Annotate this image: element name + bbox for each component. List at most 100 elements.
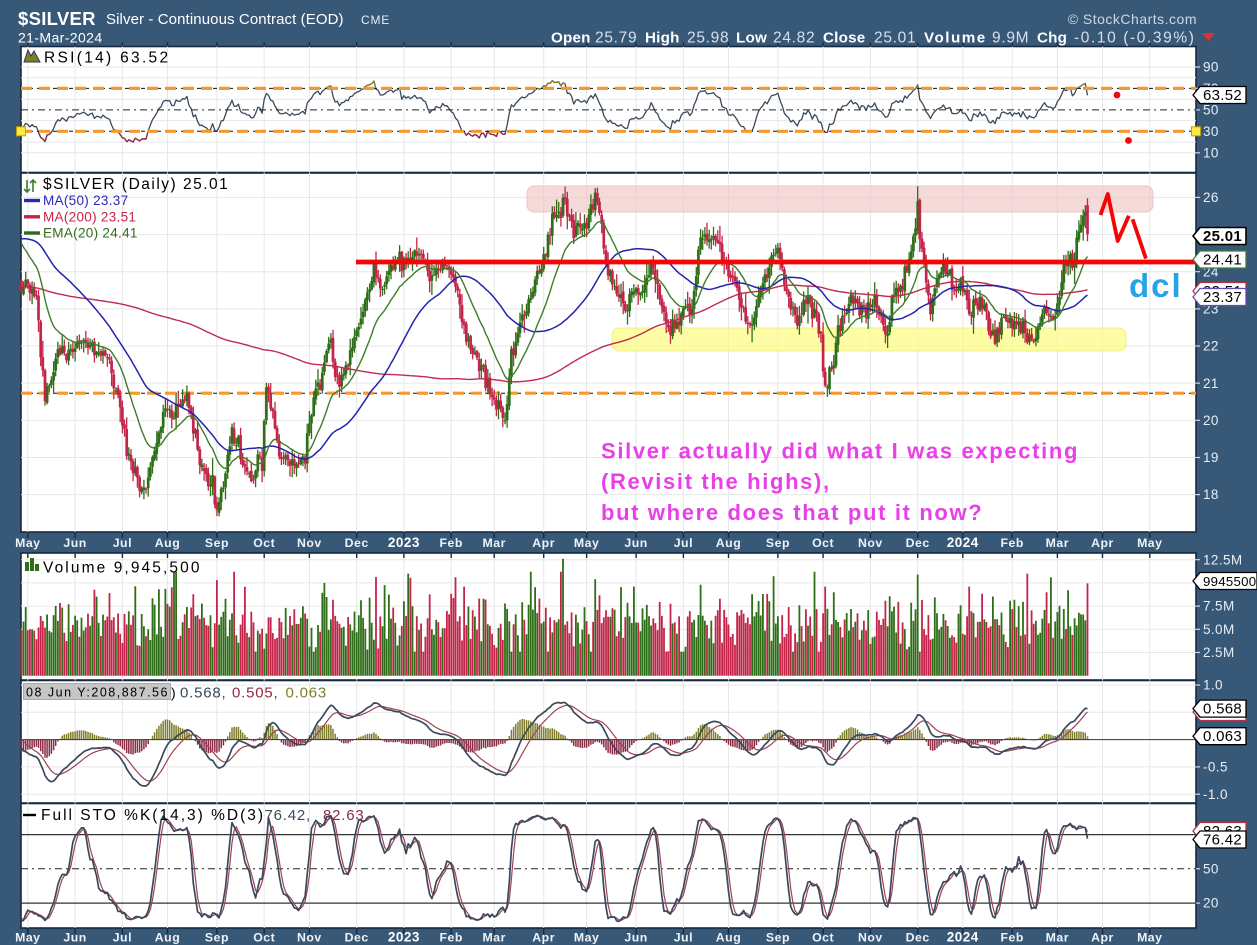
svg-text:Feb: Feb: [1001, 931, 1024, 945]
svg-text:50: 50: [1203, 103, 1219, 118]
svg-text:0.568: 0.568: [1203, 700, 1242, 717]
svg-text:): ): [171, 685, 176, 701]
svg-text:Aug: Aug: [716, 536, 741, 550]
svg-text:5.0M: 5.0M: [1203, 622, 1235, 637]
svg-text:18: 18: [1203, 487, 1219, 502]
svg-text:-0.10 (-0.39%): -0.10 (-0.39%): [1074, 30, 1195, 47]
svg-text:Jun: Jun: [63, 931, 86, 945]
svg-text:0.063: 0.063: [286, 685, 328, 702]
svg-text:63.52: 63.52: [1203, 87, 1242, 104]
svg-text:High: High: [645, 30, 680, 47]
svg-text:Oct: Oct: [812, 536, 834, 550]
svg-text:Dec: Dec: [345, 931, 369, 945]
svg-text:Chg: Chg: [1037, 30, 1067, 47]
svg-text:but where does that put it now: but where does that put it now?: [601, 500, 983, 525]
svg-text:Jul: Jul: [674, 931, 693, 945]
svg-text:-1.0: -1.0: [1203, 787, 1228, 802]
svg-text:Silver actually did what I was: Silver actually did what I was expecting: [601, 439, 1079, 464]
svg-text:Full STO %K(14,3) %D(3): Full STO %K(14,3) %D(3): [41, 807, 265, 824]
svg-text:Aug: Aug: [155, 931, 180, 945]
svg-text:Jun: Jun: [624, 536, 647, 550]
svg-text:90: 90: [1203, 60, 1219, 75]
svg-text:Sep: Sep: [766, 931, 790, 945]
svg-text:30: 30: [1203, 124, 1219, 139]
svg-text:Apr: Apr: [532, 536, 555, 550]
svg-text:Volume: Volume: [924, 30, 987, 47]
svg-text:2024: 2024: [947, 535, 979, 550]
svg-text:2024: 2024: [947, 930, 979, 945]
svg-text:May: May: [574, 536, 599, 550]
svg-text:25.98: 25.98: [687, 30, 729, 47]
svg-text:76.42,: 76.42,: [265, 807, 312, 824]
svg-text:Apr: Apr: [1091, 931, 1114, 945]
svg-text:Mar: Mar: [1046, 931, 1069, 945]
svg-text:7.5M: 7.5M: [1203, 599, 1235, 614]
svg-text:May: May: [15, 536, 40, 550]
svg-text:Mar: Mar: [1046, 536, 1069, 550]
svg-text:CME: CME: [361, 13, 390, 27]
svg-text:Oct: Oct: [812, 931, 834, 945]
svg-text:10: 10: [1203, 145, 1219, 160]
svg-text:24.41: 24.41: [1203, 251, 1242, 268]
svg-text:0.568,: 0.568,: [180, 685, 227, 702]
svg-text:Feb: Feb: [440, 931, 463, 945]
svg-text:2.5M: 2.5M: [1203, 645, 1235, 660]
svg-text:Sep: Sep: [205, 931, 229, 945]
svg-text:9945500: 9945500: [1203, 574, 1256, 589]
svg-text:© StockCharts.com: © StockCharts.com: [1068, 11, 1197, 27]
svg-text:Aug: Aug: [155, 536, 180, 550]
svg-text:1.0: 1.0: [1203, 678, 1223, 693]
svg-text:Mar: Mar: [483, 536, 506, 550]
svg-text:25.01: 25.01: [1203, 228, 1242, 245]
svg-text:25.01: 25.01: [874, 30, 916, 47]
svg-text:Jul: Jul: [113, 931, 132, 945]
svg-text:21-Mar-2024: 21-Mar-2024: [18, 30, 103, 46]
svg-text:May: May: [574, 931, 599, 945]
svg-text:Aug: Aug: [716, 931, 741, 945]
svg-text:25.79: 25.79: [595, 30, 637, 47]
svg-text:82.63: 82.63: [323, 807, 365, 824]
svg-text:Close: Close: [823, 30, 865, 47]
svg-text:Oct: Oct: [253, 931, 275, 945]
svg-text:Apr: Apr: [532, 931, 555, 945]
svg-text:08 Jun Y:208,887.56: 08 Jun Y:208,887.56: [26, 686, 169, 700]
svg-text:$SILVER (Daily) 25.01: $SILVER (Daily) 25.01: [43, 176, 229, 193]
svg-text:26: 26: [1203, 190, 1219, 205]
svg-text:(Revisit the highs),: (Revisit the highs),: [601, 469, 831, 494]
svg-text:May: May: [1137, 536, 1162, 550]
svg-text:Volume 9,945,500: Volume 9,945,500: [43, 560, 202, 577]
svg-text:Dec: Dec: [906, 536, 930, 550]
svg-text:Nov: Nov: [858, 536, 883, 550]
svg-text:12.5M: 12.5M: [1203, 552, 1243, 567]
svg-text:24.82: 24.82: [773, 30, 815, 47]
svg-text:Nov: Nov: [297, 931, 322, 945]
svg-text:Dec: Dec: [345, 536, 369, 550]
svg-text:Oct: Oct: [253, 536, 275, 550]
svg-text:Low: Low: [736, 30, 767, 47]
svg-text:MA(200) 23.51: MA(200) 23.51: [43, 209, 136, 224]
svg-text:MA(50) 23.37: MA(50) 23.37: [43, 193, 128, 208]
svg-text:dcl: dcl: [1129, 267, 1183, 304]
svg-text:2023: 2023: [388, 930, 420, 945]
svg-text:19: 19: [1203, 450, 1219, 465]
svg-text:Mar: Mar: [483, 931, 506, 945]
svg-text:9.9M: 9.9M: [992, 30, 1029, 47]
svg-text:Nov: Nov: [297, 536, 322, 550]
svg-text:20: 20: [1203, 896, 1219, 911]
svg-text:Jun: Jun: [63, 536, 86, 550]
svg-text:50: 50: [1203, 861, 1219, 876]
svg-text:Jul: Jul: [113, 536, 132, 550]
svg-text:Jul: Jul: [674, 536, 693, 550]
svg-text:Dec: Dec: [906, 931, 930, 945]
svg-text:Open: Open: [551, 30, 591, 47]
svg-text:22: 22: [1203, 339, 1219, 354]
svg-text:Nov: Nov: [858, 931, 883, 945]
svg-text:May: May: [15, 931, 40, 945]
svg-text:Sep: Sep: [205, 536, 229, 550]
svg-text:21: 21: [1203, 376, 1219, 391]
svg-text:-0.5: -0.5: [1203, 760, 1228, 775]
svg-text:23.37: 23.37: [1203, 289, 1242, 306]
svg-text:RSI(14) 63.52: RSI(14) 63.52: [44, 50, 170, 67]
svg-text:Sep: Sep: [766, 536, 790, 550]
svg-text:2023: 2023: [388, 535, 420, 550]
